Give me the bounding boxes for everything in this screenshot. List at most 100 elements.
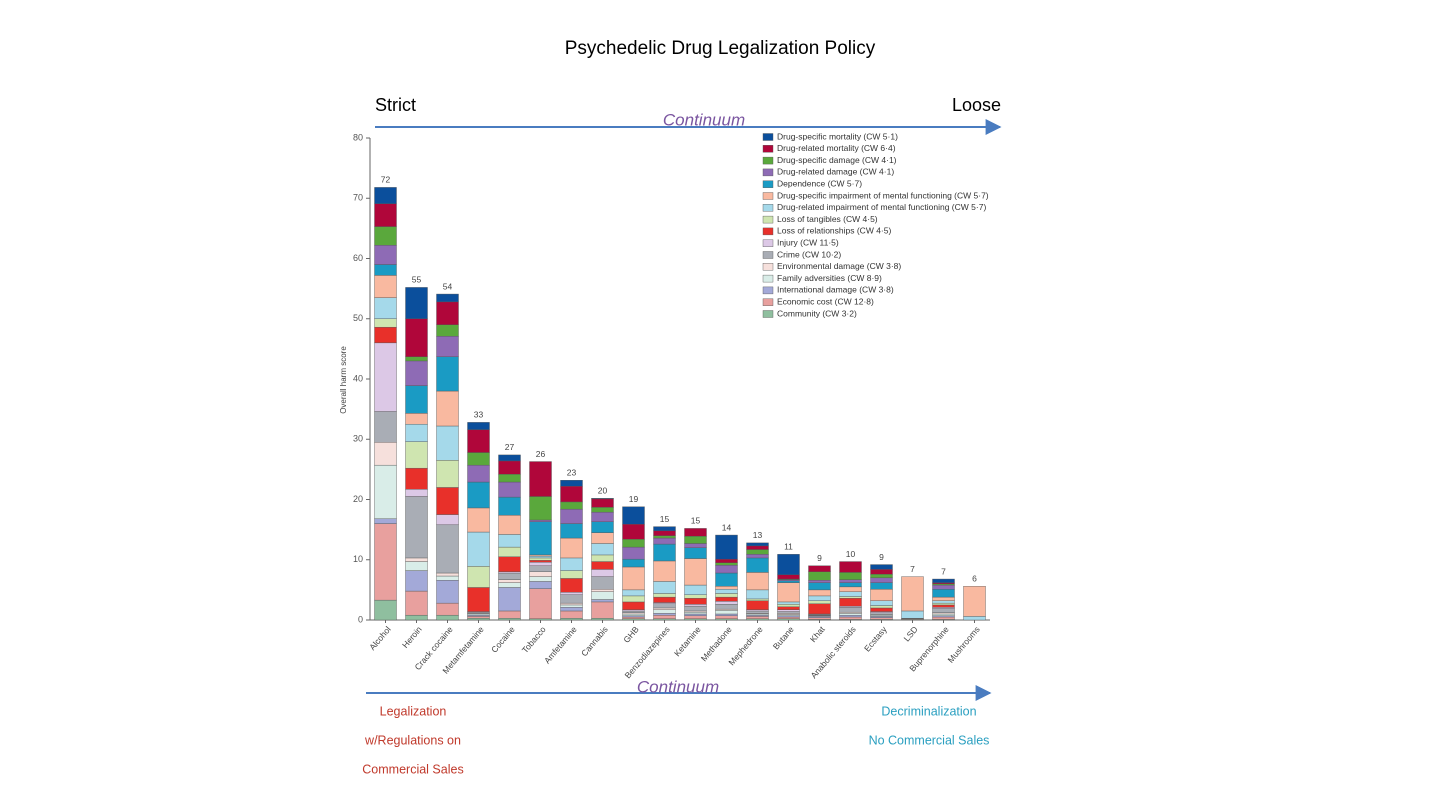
- bar-segment: [901, 576, 924, 612]
- bar-segment: [715, 534, 738, 560]
- legend-label: Drug-related impairment of mental functi…: [777, 202, 986, 212]
- legend-label: Drug-related damage (CW 4·1): [777, 167, 894, 177]
- title: Psychedelic Drug Legalization Policy: [565, 38, 876, 59]
- bar-segment: [467, 481, 490, 509]
- bar-segment: [529, 571, 552, 577]
- bar-segment: [777, 554, 800, 576]
- bar-segment: [777, 580, 800, 583]
- bar-segment: [777, 616, 800, 619]
- bar-segment: [560, 501, 583, 510]
- bar-segment: [467, 587, 490, 612]
- legend-label: Loss of tangibles (CW 4·5): [777, 214, 878, 224]
- bar-segment: [777, 604, 800, 607]
- bar-segment: [529, 519, 552, 522]
- legend-label: International damage (CW 3·8): [777, 285, 894, 295]
- bar-segment: [405, 423, 428, 442]
- bar-segment: [622, 601, 645, 610]
- bar-segment: [746, 554, 769, 559]
- bar-segment: [591, 498, 614, 500]
- bar-segment: [591, 532, 614, 544]
- legend-label: Loss of relationships (CW 4·5): [777, 226, 891, 236]
- loose-label: Loose: [952, 95, 1001, 115]
- bar-segment: [405, 557, 428, 562]
- bar-segment: [498, 473, 521, 483]
- bar-segment: [622, 566, 645, 591]
- bar-segment: [498, 454, 521, 462]
- bar-segment: [746, 610, 769, 614]
- bar-segment: [653, 535, 676, 539]
- bar-segment: [653, 526, 676, 532]
- bar-segment: [498, 460, 521, 475]
- bar-segment: [560, 557, 583, 571]
- bar-segment: [622, 546, 645, 560]
- bar-segment: [777, 611, 800, 614]
- bar-segment: [715, 596, 738, 602]
- bar-segment: [405, 561, 428, 571]
- x-tick-label: Alcohol: [367, 624, 393, 652]
- bar-segment: [653, 613, 676, 616]
- bar-segment: [436, 336, 459, 357]
- bar-segment: [839, 596, 862, 599]
- bar-segment: [591, 601, 614, 619]
- bar-segment: [684, 613, 707, 616]
- legend-label: Drug-specific impairment of mental funct…: [777, 190, 989, 200]
- bar-segment: [622, 558, 645, 568]
- y-tick-label: 40: [353, 373, 363, 383]
- total-label: 13: [753, 530, 763, 540]
- bar-segment: [653, 607, 676, 610]
- total-label: 10: [846, 549, 856, 559]
- bar-segment: [498, 610, 521, 619]
- x-tick-label: GHB: [621, 624, 641, 645]
- bar-segment: [932, 602, 955, 606]
- bar-segment: [374, 297, 397, 319]
- bar-segment: [870, 582, 893, 590]
- bar-segment: [436, 460, 459, 488]
- bar-segment: [808, 565, 831, 573]
- total-label: 26: [536, 449, 546, 459]
- bar-segment: [684, 543, 707, 548]
- bar-segment: [498, 556, 521, 572]
- bar-segment: [746, 545, 769, 550]
- legend-label: Crime (CW 10·2): [777, 249, 841, 259]
- bar-segment: [715, 593, 738, 598]
- bar-segment: [467, 616, 490, 619]
- total-label: 54: [443, 281, 453, 291]
- bar-segment: [467, 429, 490, 453]
- total-label: 15: [691, 516, 701, 526]
- bar-segment: [653, 537, 676, 545]
- x-tick-label: Amfetamine: [542, 624, 579, 665]
- bar-segment: [932, 584, 955, 590]
- bar-segment: [622, 524, 645, 540]
- bar-segment: [684, 584, 707, 595]
- bar-segment: [653, 560, 676, 582]
- bar-segment: [436, 524, 459, 574]
- bar-segment: [374, 326, 397, 344]
- bar-segment: [591, 521, 614, 533]
- bar-segment: [529, 581, 552, 589]
- bar-segment: [746, 549, 769, 555]
- policy-left: Commercial Sales: [362, 762, 463, 776]
- legend-swatch: [762, 310, 774, 318]
- bottom-continuum: Continuum: [637, 677, 719, 696]
- bar-segment: [684, 558, 707, 586]
- legend-swatch: [762, 263, 774, 271]
- bar-segment: [529, 555, 552, 559]
- legend-swatch: [762, 251, 774, 259]
- bar-segment: [622, 595, 645, 603]
- bar-segment: [436, 425, 459, 461]
- bar-segment: [405, 360, 428, 386]
- bar-segment: [746, 557, 769, 573]
- legend-swatch: [762, 156, 774, 165]
- bar-segment: [777, 574, 800, 580]
- bar-segment: [653, 581, 676, 594]
- total-label: 9: [879, 552, 884, 562]
- total-label: 72: [381, 175, 391, 185]
- legend-swatch: [762, 286, 774, 295]
- bar-segment: [870, 617, 893, 620]
- strict-label: Strict: [375, 95, 416, 115]
- bar-segment: [467, 452, 490, 466]
- bar-segment: [808, 617, 831, 620]
- y-tick-label: 50: [353, 313, 363, 323]
- bar-segment: [529, 557, 552, 561]
